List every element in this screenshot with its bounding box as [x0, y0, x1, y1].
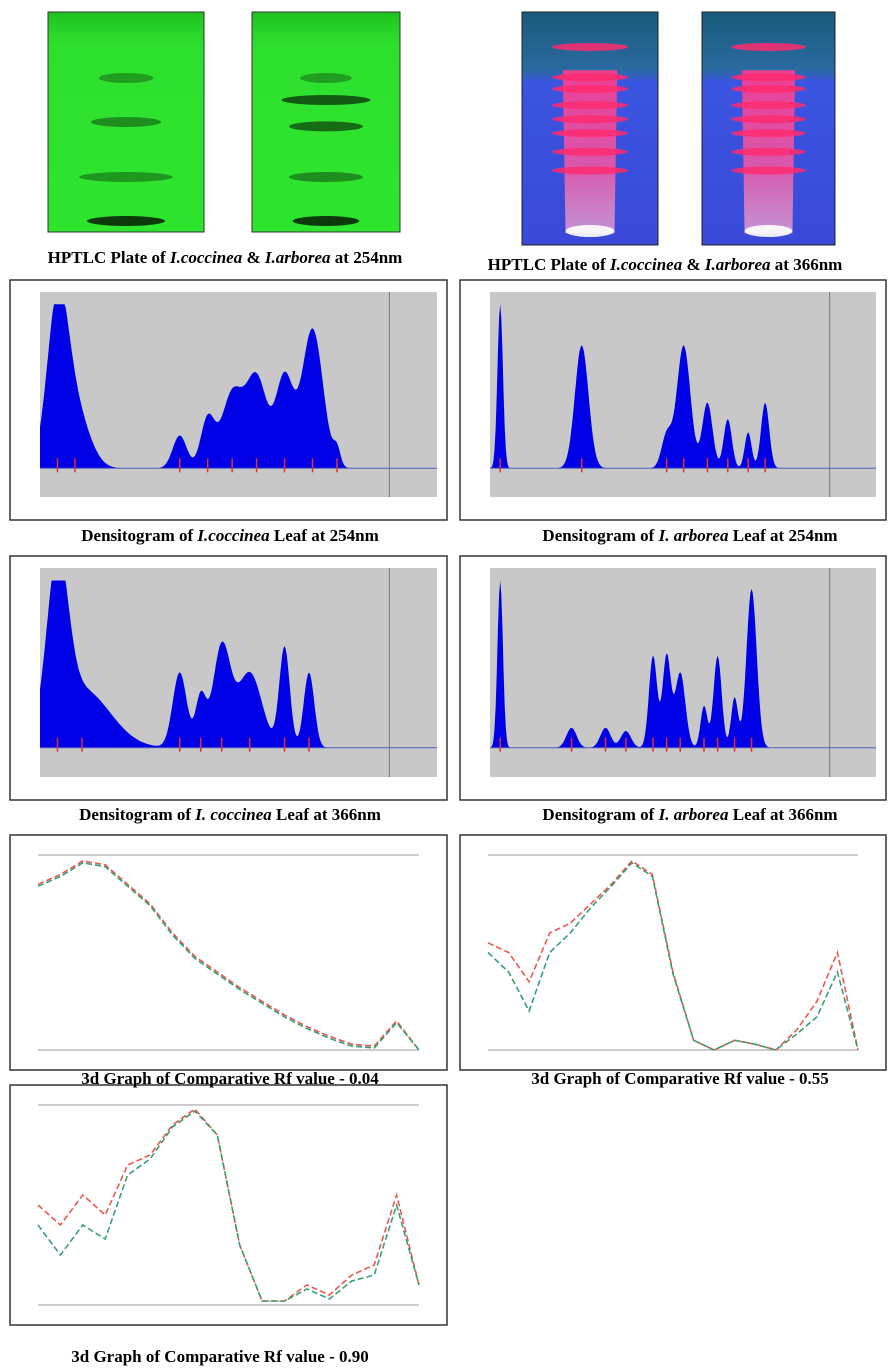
caption: Densitogram of I. arborea Leaf at 366nm [542, 805, 837, 824]
caption-part: Densitogram of [542, 526, 658, 545]
caption-part: Densitogram of [542, 805, 658, 824]
caption-part: I.coccinea [196, 526, 270, 545]
caption: 3d Graph of Comparative Rf value - 0.04 [81, 1069, 379, 1088]
caption: 3d Graph of Comparative Rf value - 0.55 [531, 1069, 828, 1088]
caption-part: at 254nm [331, 248, 403, 267]
caption-part: I. arborea [658, 526, 729, 545]
plate-band [731, 73, 805, 81]
plate-band [552, 148, 628, 156]
caption-part: I.arborea [704, 255, 771, 274]
caption-part: 3d Graph of Comparative Rf value - 0.55 [531, 1069, 828, 1088]
figure: HPTLC Plate of I.coccinea & I.arborea at… [0, 0, 888, 1371]
plate-band [91, 117, 161, 127]
plate-band [99, 73, 154, 83]
plate-band [731, 85, 805, 93]
caption-part: I. coccinea [194, 805, 272, 824]
plate-band [552, 129, 628, 137]
caption-part: & [242, 248, 265, 267]
caption-part: 3d Graph of Comparative Rf value - 0.90 [71, 1347, 368, 1366]
caption: HPTLC Plate of I.coccinea & I.arborea at… [488, 255, 843, 274]
graph-frame [460, 835, 886, 1070]
graph-frame [10, 835, 447, 1070]
plate-spot [566, 225, 615, 237]
caption: HPTLC Plate of I.coccinea & I.arborea at… [48, 248, 403, 267]
caption-part: HPTLC Plate of [488, 255, 610, 274]
caption-part: I.arborea [264, 248, 331, 267]
caption-part: Densitogram of [79, 805, 195, 824]
plate-band [731, 115, 805, 123]
plate-band [731, 101, 805, 109]
plate-band [731, 166, 805, 174]
plate-band [87, 216, 165, 226]
plate-band [289, 172, 363, 182]
caption: Densitogram of I.coccinea Leaf at 254nm [81, 526, 378, 545]
caption-part: Leaf at 366nm [272, 805, 381, 824]
plate-band [289, 121, 363, 131]
plate-band [79, 172, 173, 182]
plate-band [552, 101, 628, 109]
plate-spot [745, 225, 793, 237]
caption-part: & [682, 255, 705, 274]
caption-part: Leaf at 366nm [728, 805, 837, 824]
caption: Densitogram of I. coccinea Leaf at 366nm [79, 805, 381, 824]
caption-part: I.coccinea [609, 255, 683, 274]
plate-band [731, 43, 805, 51]
plate-band [552, 85, 628, 93]
caption-part: at 366nm [771, 255, 843, 274]
caption: Densitogram of I. arborea Leaf at 254nm [542, 526, 837, 545]
caption-part: HPTLC Plate of [48, 248, 170, 267]
plate-band [552, 115, 628, 123]
caption-part: Leaf at 254nm [728, 526, 837, 545]
caption-part: I.coccinea [169, 248, 243, 267]
plate-band [300, 73, 352, 83]
caption-part: I. arborea [658, 805, 729, 824]
plate-band [731, 148, 805, 156]
plate-band [552, 73, 628, 81]
plate-band [282, 95, 371, 105]
plate-band [552, 166, 628, 174]
caption: 3d Graph of Comparative Rf value - 0.90 [71, 1347, 368, 1366]
plate-band [731, 129, 805, 137]
caption-part: 3d Graph of Comparative Rf value - 0.04 [81, 1069, 379, 1088]
plate-band [552, 43, 628, 51]
plate-band [293, 216, 360, 226]
caption-part: Leaf at 254nm [270, 526, 379, 545]
caption-part: Densitogram of [81, 526, 197, 545]
